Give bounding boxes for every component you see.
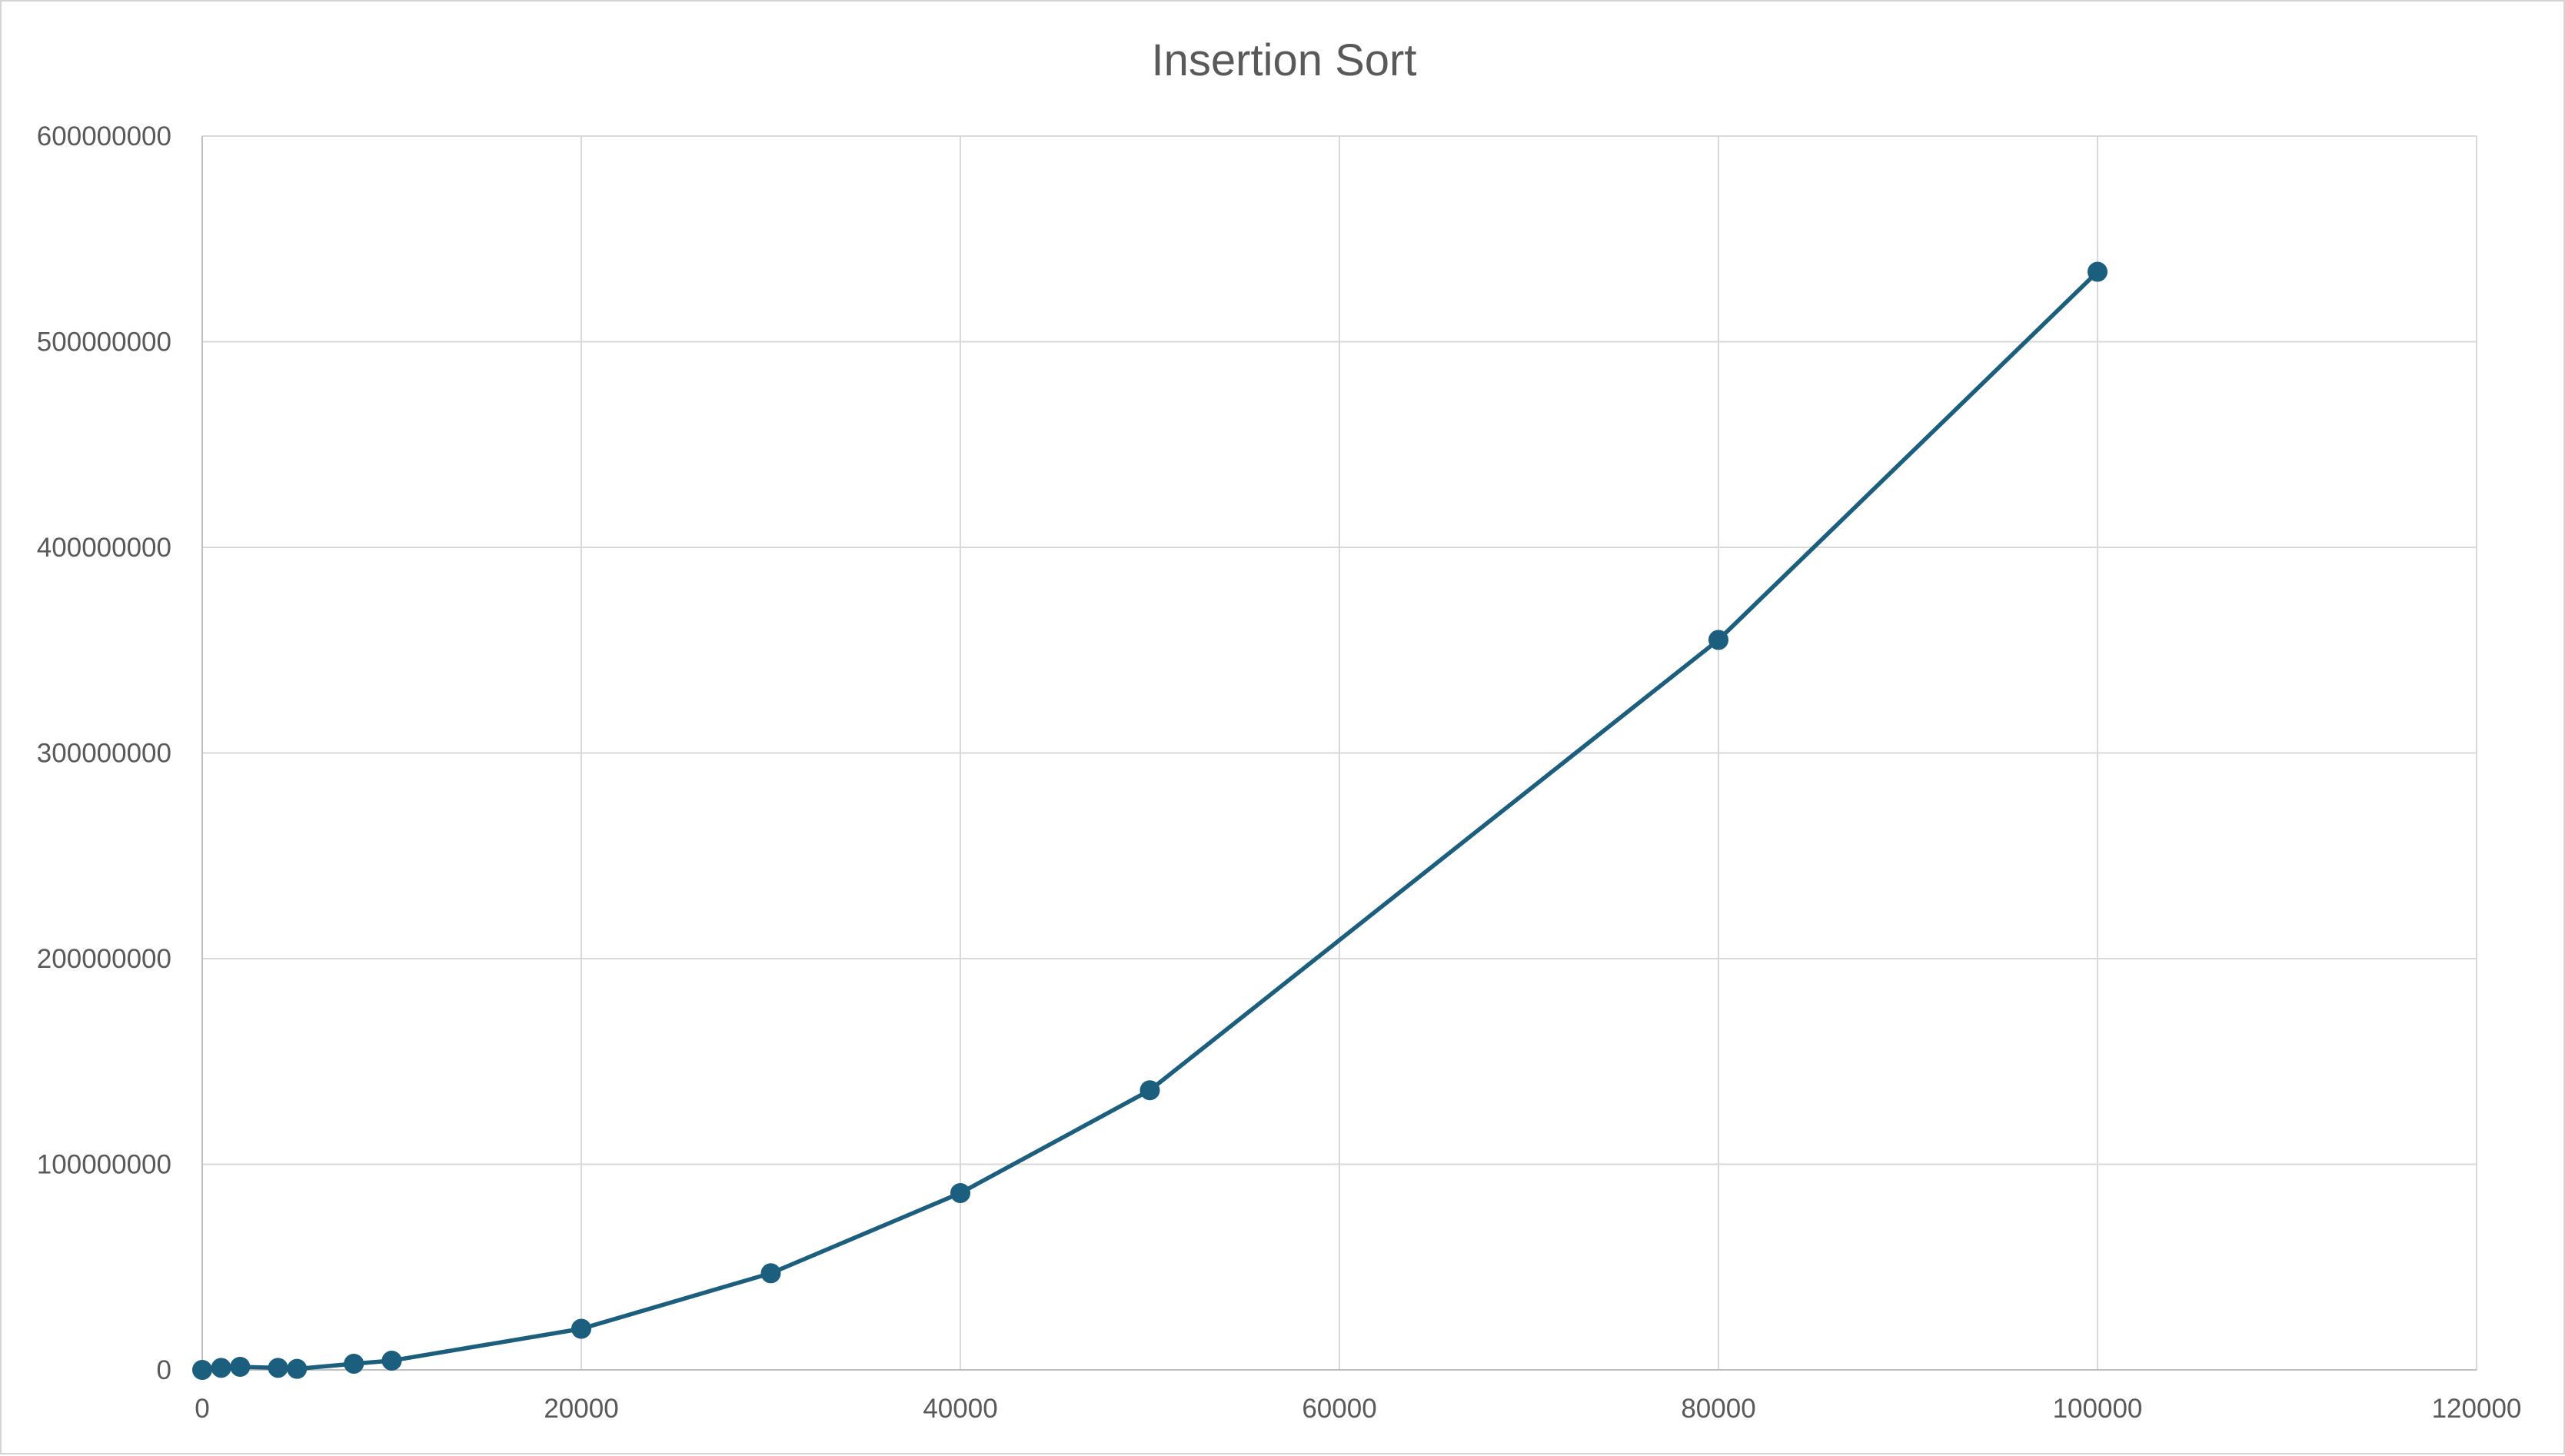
y-tick-label: 0 xyxy=(157,1355,171,1385)
grid-lines xyxy=(201,135,2477,1371)
data-point xyxy=(1139,1080,1160,1101)
x-tick-label: 40000 xyxy=(923,1394,997,1424)
x-tick-label: 60000 xyxy=(1302,1394,1376,1424)
data-point xyxy=(287,1358,308,1379)
y-tick-label: 500000000 xyxy=(37,327,171,357)
x-tick-label: 20000 xyxy=(544,1394,618,1424)
data-point xyxy=(2088,261,2108,282)
tick-labels: 0 20000 40000 60000 80000 100000 120000 0 100000… xyxy=(37,121,2522,1424)
x-tick-label: 100000 xyxy=(2053,1394,2143,1424)
series-line xyxy=(200,269,2100,1372)
data-point xyxy=(760,1263,781,1284)
x-tick-label: 0 xyxy=(195,1394,209,1424)
y-tick-label: 300000000 xyxy=(37,739,171,769)
chart-title: Insertion Sort xyxy=(1152,35,1417,85)
data-point xyxy=(211,1358,231,1378)
axes xyxy=(201,136,2477,1371)
data-point xyxy=(571,1318,591,1339)
y-tick-label: 600000000 xyxy=(37,121,171,151)
x-tick-label: 120000 xyxy=(2432,1394,2522,1424)
data-point xyxy=(381,1350,402,1371)
y-tick-label: 400000000 xyxy=(37,533,171,563)
data-point xyxy=(344,1353,364,1374)
data-point xyxy=(950,1182,970,1203)
y-tick-label: 200000000 xyxy=(37,944,171,974)
data-point xyxy=(1708,630,1728,650)
x-tick-label: 80000 xyxy=(1681,1394,1755,1424)
series-layer xyxy=(192,261,2108,1380)
data-point xyxy=(230,1356,251,1377)
y-tick-label: 100000000 xyxy=(37,1150,171,1180)
data-point xyxy=(192,1360,212,1380)
data-point xyxy=(268,1358,288,1378)
